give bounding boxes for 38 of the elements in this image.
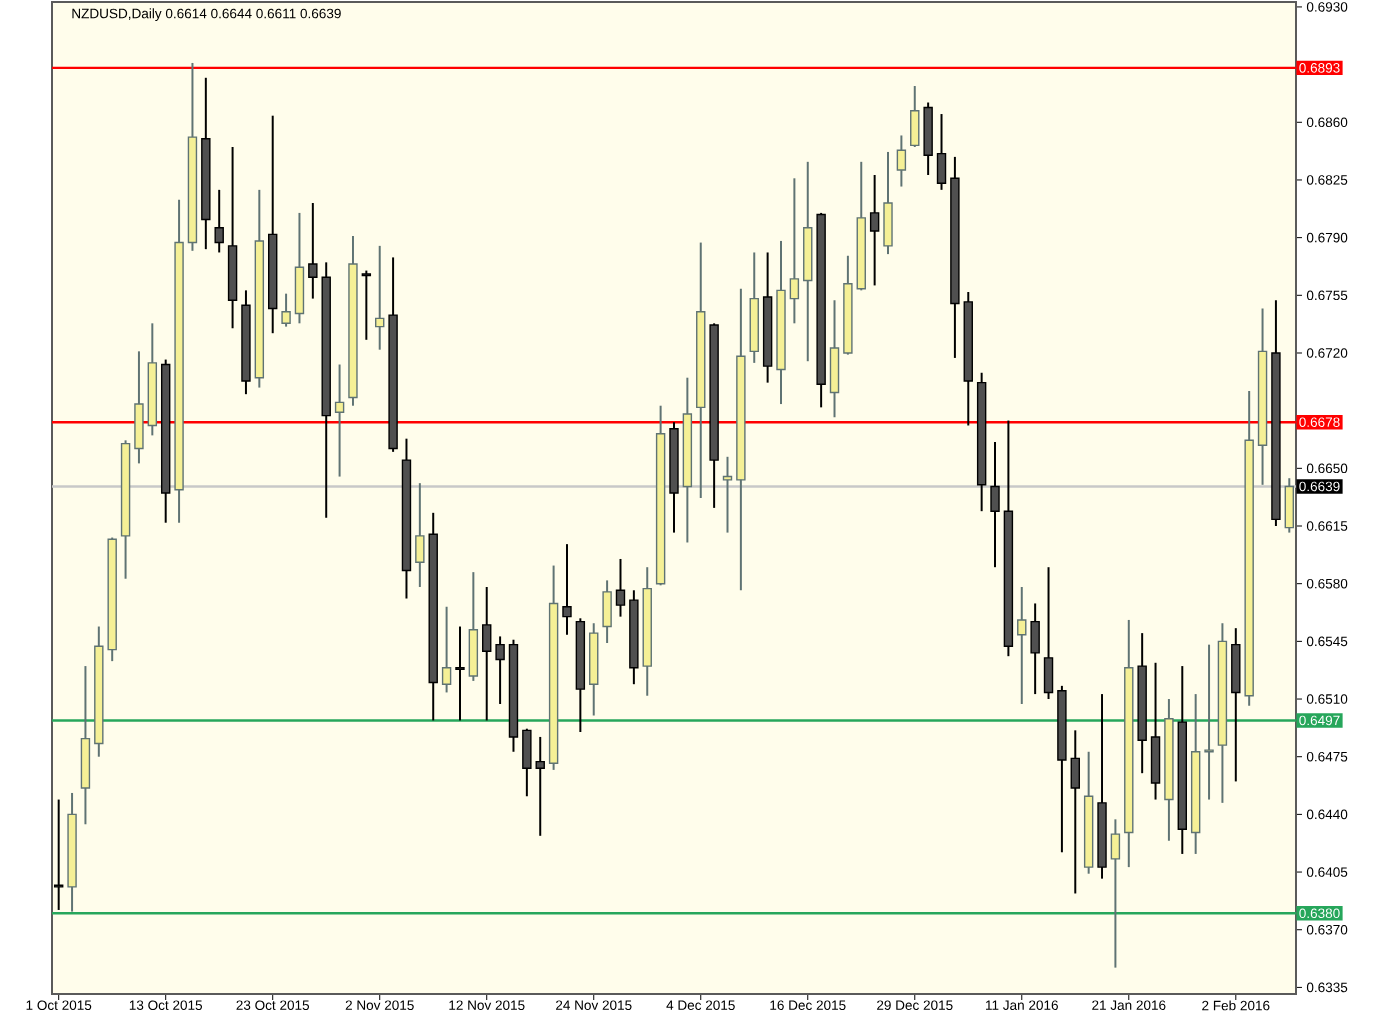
candlestick [441,605,452,694]
candlestick [1110,818,1121,969]
candlestick [615,557,626,618]
candlestick [415,482,425,588]
candlestick [375,244,385,351]
candlestick [214,188,224,254]
candlestick [602,579,612,645]
candlestick [722,455,733,534]
candlestick [1284,477,1295,534]
candlestick [281,292,291,328]
candlestick [308,202,318,300]
candlestick [455,625,465,722]
candlestick [829,299,840,419]
candlestick [1231,627,1241,783]
candlestick [1017,585,1027,705]
candlestick [1150,661,1161,801]
candlestick [361,269,372,341]
candlestick [482,585,492,722]
candlestick [936,113,947,191]
candlestick [923,101,933,177]
candlestick [1030,602,1040,696]
candlestick [789,177,800,325]
candlestick [883,150,893,256]
candlestick [1070,729,1080,895]
candlestick [990,440,1000,569]
candlestick [522,727,532,798]
candlestick [1043,566,1054,701]
candlestick [869,174,880,287]
candlestick [334,363,345,478]
candlestick [910,85,920,148]
candlestick [562,543,572,636]
candlestick [468,571,479,682]
candlestick [294,211,305,325]
candlestick [896,134,907,188]
candlestick [495,635,505,705]
candlestick [1204,643,1214,801]
candlestick [134,350,144,465]
candlestick [535,735,545,837]
